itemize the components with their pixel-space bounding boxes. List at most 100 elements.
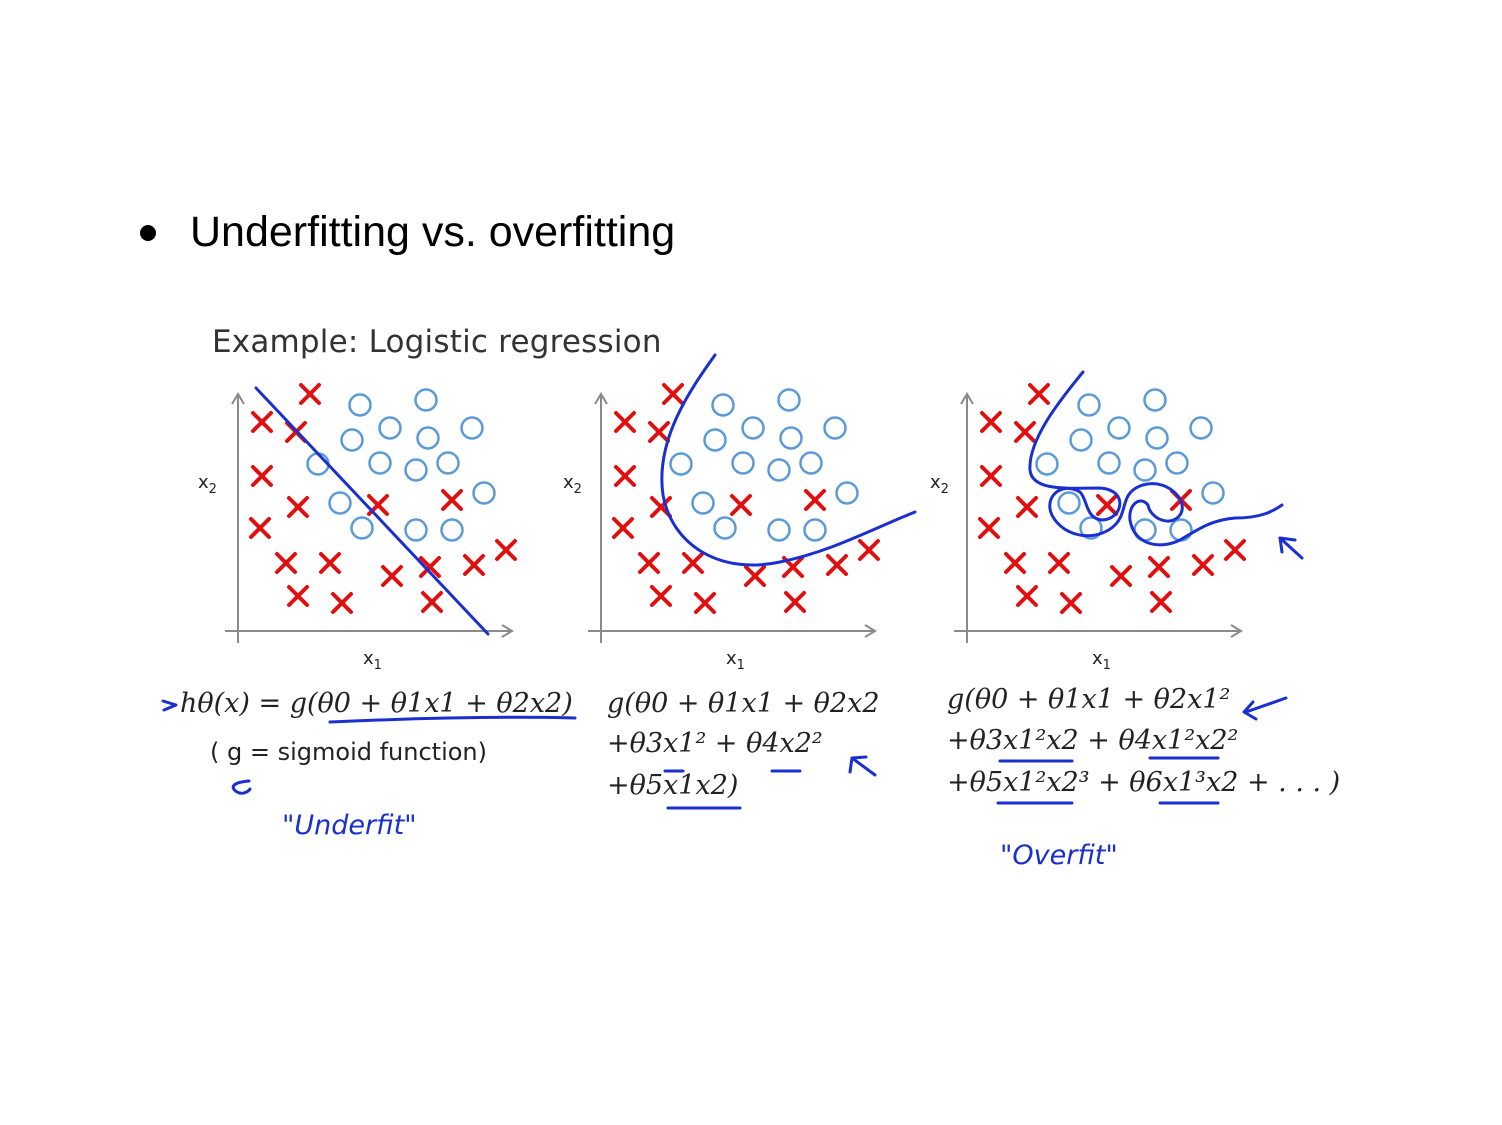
cross-marker bbox=[1028, 383, 1050, 405]
circle-marker bbox=[368, 451, 392, 475]
equation-line: +θ3x1²x2 + θ4x1²x2² bbox=[947, 725, 1238, 756]
circle-marker bbox=[350, 516, 374, 540]
circle-marker bbox=[1143, 388, 1167, 412]
cross-marker bbox=[638, 552, 660, 574]
data-marks bbox=[978, 383, 1246, 614]
cross-marker bbox=[331, 592, 353, 614]
circle-marker bbox=[416, 426, 440, 450]
cross-marker bbox=[251, 465, 273, 487]
circle-marker bbox=[348, 393, 372, 417]
y-axis-label: x2 bbox=[198, 472, 217, 497]
hand-arrow-icon bbox=[1278, 536, 1304, 560]
y-axis-arrow-icon bbox=[231, 392, 245, 405]
cross-marker bbox=[1004, 552, 1026, 574]
circle-marker bbox=[1145, 426, 1169, 450]
example-title: Example: Logistic regression bbox=[212, 324, 662, 360]
cross-marker bbox=[1150, 591, 1172, 613]
cross-marker bbox=[275, 552, 297, 574]
data-marks bbox=[249, 383, 517, 614]
cross-marker bbox=[1110, 565, 1132, 587]
x-axis-label: x1 bbox=[1092, 648, 1111, 673]
cross-marker bbox=[614, 465, 636, 487]
cross-marker bbox=[826, 554, 848, 576]
circle-marker bbox=[328, 491, 352, 515]
circle-marker bbox=[691, 491, 715, 515]
cross-marker bbox=[495, 539, 517, 561]
y-axis-label: x2 bbox=[930, 472, 949, 497]
cross-marker bbox=[980, 411, 1002, 433]
circle-marker bbox=[767, 518, 791, 542]
equation-line: +θ3x1² + θ4x2² bbox=[607, 728, 823, 759]
handwritten-underfit-label: "Underfit" bbox=[282, 810, 417, 841]
cross-marker bbox=[614, 411, 636, 433]
circle-marker bbox=[835, 481, 859, 505]
y-axis-arrow-icon bbox=[960, 392, 974, 405]
cross-marker bbox=[1192, 554, 1214, 576]
circle-marker bbox=[767, 458, 791, 482]
circle-marker bbox=[1107, 416, 1131, 440]
cross-marker bbox=[784, 591, 806, 613]
equation-underfit: hθ(x) = g(θ0 + θ1x1 + θ2x2) ( g = sigmoi… bbox=[161, 688, 577, 841]
data-marks bbox=[612, 383, 880, 614]
quadratic-decision-boundary bbox=[660, 353, 917, 567]
bullet-item: Underfitting vs. overfitting bbox=[140, 208, 675, 257]
circle-marker bbox=[1035, 452, 1059, 476]
circle-marker bbox=[713, 516, 737, 540]
x-axis-arrow-icon bbox=[501, 624, 514, 638]
circle-marker bbox=[1201, 481, 1225, 505]
circle-marker bbox=[1077, 393, 1101, 417]
circle-marker bbox=[1165, 451, 1189, 475]
x-axis-arrow-icon bbox=[864, 624, 877, 638]
cross-marker bbox=[1096, 494, 1118, 516]
hand-arrow-icon bbox=[231, 779, 252, 795]
y-axis-arrow-icon bbox=[594, 392, 608, 405]
linear-decision-boundary bbox=[254, 386, 490, 636]
equation-line: +θ5x1x2) bbox=[607, 770, 738, 801]
cross-marker bbox=[744, 565, 766, 587]
circle-marker bbox=[777, 388, 801, 412]
sigmoid-note: ( g = sigmoid function) bbox=[210, 738, 487, 766]
cross-marker bbox=[381, 565, 403, 587]
circle-marker bbox=[1133, 458, 1157, 482]
y-axis-label: x2 bbox=[563, 472, 582, 497]
cross-marker bbox=[648, 421, 670, 443]
circle-marker bbox=[440, 518, 464, 542]
cross-marker bbox=[249, 517, 271, 539]
bullet-text: Underfitting vs. overfitting bbox=[190, 208, 676, 256]
panel-overfit: x2 x1 bbox=[930, 370, 1284, 673]
cross-marker bbox=[421, 591, 443, 613]
circle-marker bbox=[378, 416, 402, 440]
cross-marker bbox=[978, 517, 1000, 539]
circle-marker bbox=[711, 393, 735, 417]
circle-marker bbox=[1189, 416, 1213, 440]
cross-marker bbox=[1016, 585, 1038, 607]
underline-mark bbox=[328, 715, 577, 724]
circle-marker bbox=[823, 416, 847, 440]
circle-marker bbox=[460, 416, 484, 440]
hand-arrow-icon bbox=[1242, 696, 1288, 721]
cross-marker bbox=[251, 411, 273, 433]
cross-marker bbox=[1148, 556, 1170, 578]
circle-marker bbox=[669, 452, 693, 476]
x-axis-arrow-icon bbox=[1230, 624, 1243, 638]
cross-marker bbox=[463, 554, 485, 576]
hand-arrow-icon bbox=[848, 755, 877, 777]
equation-line: hθ(x) = g(θ0 + θ1x1 + θ2x2) bbox=[180, 688, 573, 719]
circle-marker bbox=[1169, 518, 1193, 542]
cross-marker bbox=[858, 539, 880, 561]
cross-marker bbox=[419, 556, 441, 578]
cross-marker bbox=[662, 383, 684, 405]
circle-marker bbox=[472, 481, 496, 505]
panel-just-right: x2 x1 bbox=[563, 353, 917, 673]
circle-marker bbox=[414, 388, 438, 412]
circle-marker bbox=[1097, 451, 1121, 475]
circle-marker bbox=[731, 451, 755, 475]
circle-marker bbox=[803, 518, 827, 542]
cross-marker bbox=[1014, 421, 1036, 443]
circle-marker bbox=[436, 451, 460, 475]
panel-underfit: x2 x1 bbox=[198, 383, 517, 673]
cross-marker bbox=[1048, 552, 1070, 574]
cross-marker bbox=[682, 552, 704, 574]
circle-marker bbox=[741, 416, 765, 440]
